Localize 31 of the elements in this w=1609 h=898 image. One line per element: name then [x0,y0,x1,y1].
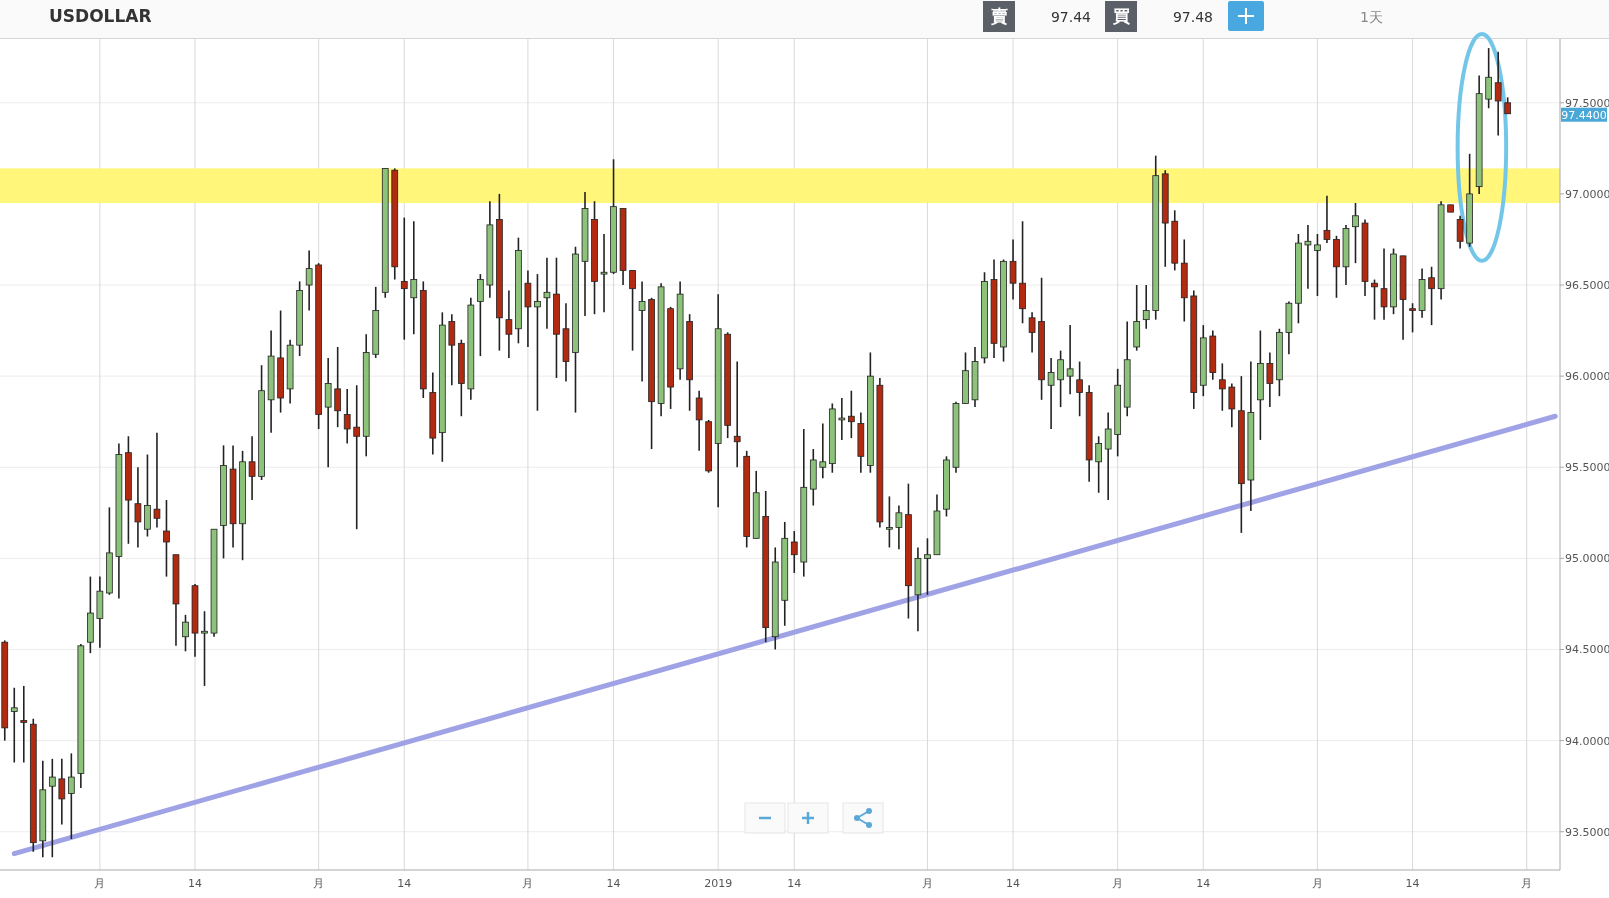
y-tick-label: 94.0000 [1565,734,1609,748]
x-tick-label: 月 [1112,877,1124,890]
text: 賣 [989,6,1008,26]
y-tick-label: 93.5000 [1565,825,1609,839]
x-tick-label: 14 [1006,877,1021,890]
x-tick-label: 2019 [704,877,733,890]
y-tick-label: 94.5000 [1565,643,1609,657]
text: 1天 [1360,9,1383,25]
y-tick-label: 96.0000 [1565,370,1609,384]
x-tick-label: 月 [1521,877,1533,890]
x-tick-label: 月 [522,877,534,890]
x-tick-label: 月 [921,877,933,890]
y-tick-label: 95.0000 [1565,552,1609,566]
x-tick-label: 月 [1311,877,1323,890]
x-tick-label: 14 [188,877,202,890]
x-tick-label: 14 [606,877,621,890]
y-tick-label: 97.5000 [1565,96,1609,110]
y-tick-label: 95.5000 [1565,461,1609,475]
y-tick-label: 97.0000 [1565,187,1609,201]
x-tick-label: 14 [397,877,412,890]
text: 97.4400 [1561,108,1607,122]
x-tick-label: 14 [1196,877,1211,890]
text: 97.44 [1050,9,1092,25]
x-tick-label: 月 [313,877,325,890]
text: 97.48 [1172,9,1213,25]
x-tick-label: 月 [94,877,106,890]
x-tick-label: 14 [1405,877,1420,890]
text: 買 [1111,6,1130,26]
x-tick-label: 14 [787,877,802,890]
y-tick-label: 96.5000 [1565,279,1609,293]
chart-title: USDOLLAR [49,6,152,26]
